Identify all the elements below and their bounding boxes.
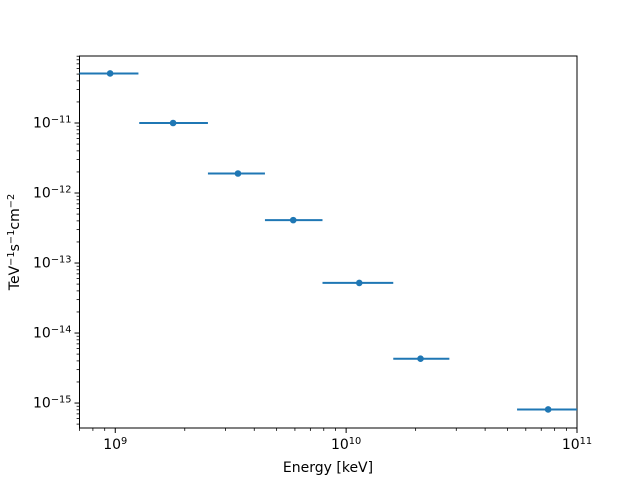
data-point-marker — [169, 119, 177, 127]
data-point-marker — [289, 216, 297, 224]
x-tick-label: 1011 — [562, 436, 592, 453]
data-point-marker — [234, 170, 242, 177]
y-tick-label: 10−14 — [33, 325, 72, 342]
x-axis-label: Energy [keV] — [283, 460, 373, 476]
data-point-marker — [355, 279, 363, 287]
y-tick-label: 10−13 — [33, 255, 72, 272]
major-ticks — [74, 122, 578, 433]
x-tick-label: 1010 — [331, 436, 361, 453]
data-point-marker — [417, 355, 424, 362]
y-tick-label: 10−11 — [33, 115, 72, 132]
tick-labels: 109 1010 1011 10−11 10−12 10−13 10−14 10−15 — [33, 115, 592, 453]
y-axis-label: TeV−1s−1cm−2 — [6, 194, 23, 291]
y-tick-label: 10−15 — [33, 395, 72, 412]
x-tick-label: 109 — [103, 436, 127, 453]
axes-border — [79, 55, 578, 429]
data-point-marker — [106, 70, 114, 77]
minor-ticks — [76, 55, 567, 431]
y-tick-label: 10−12 — [33, 185, 72, 202]
data-point-marker — [544, 406, 552, 413]
data-series — [79, 70, 577, 413]
